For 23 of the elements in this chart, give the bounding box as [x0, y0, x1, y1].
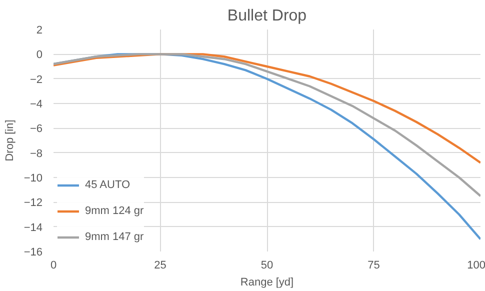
y-tick-label: −14 [24, 222, 43, 234]
line-series [54, 53, 480, 164]
x-tick-label: 25 [154, 260, 166, 272]
x-tick-label: 75 [368, 260, 380, 272]
x-axis-title: Range [yd] [240, 276, 294, 288]
y-tick-label: 0 [36, 49, 43, 62]
y-tick-label: −6 [30, 123, 43, 136]
x-tick-label: 0 [50, 260, 57, 272]
y-tick-label: −8 [30, 148, 43, 160]
legend-label: 9mm 124 gr [85, 205, 144, 217]
x-tick-label: 50 [260, 260, 274, 272]
x-tick-label: 100 [467, 260, 485, 272]
legend-label: 45 AUTO [85, 179, 130, 191]
y-tick-label: −2 [30, 74, 43, 86]
y-tick-label: −16 [24, 246, 43, 258]
y-tick-label: −4 [30, 98, 43, 110]
y-tick-label: −12 [24, 197, 43, 210]
y-tick-label: −10 [24, 172, 43, 184]
chart-title: Bullet Drop [227, 8, 307, 24]
y-axis-title: Drop [in] [4, 120, 16, 162]
line-series [54, 53, 480, 198]
legend-label: 9mm 147 gr [85, 231, 144, 243]
y-tick-label: 2 [36, 24, 43, 36]
